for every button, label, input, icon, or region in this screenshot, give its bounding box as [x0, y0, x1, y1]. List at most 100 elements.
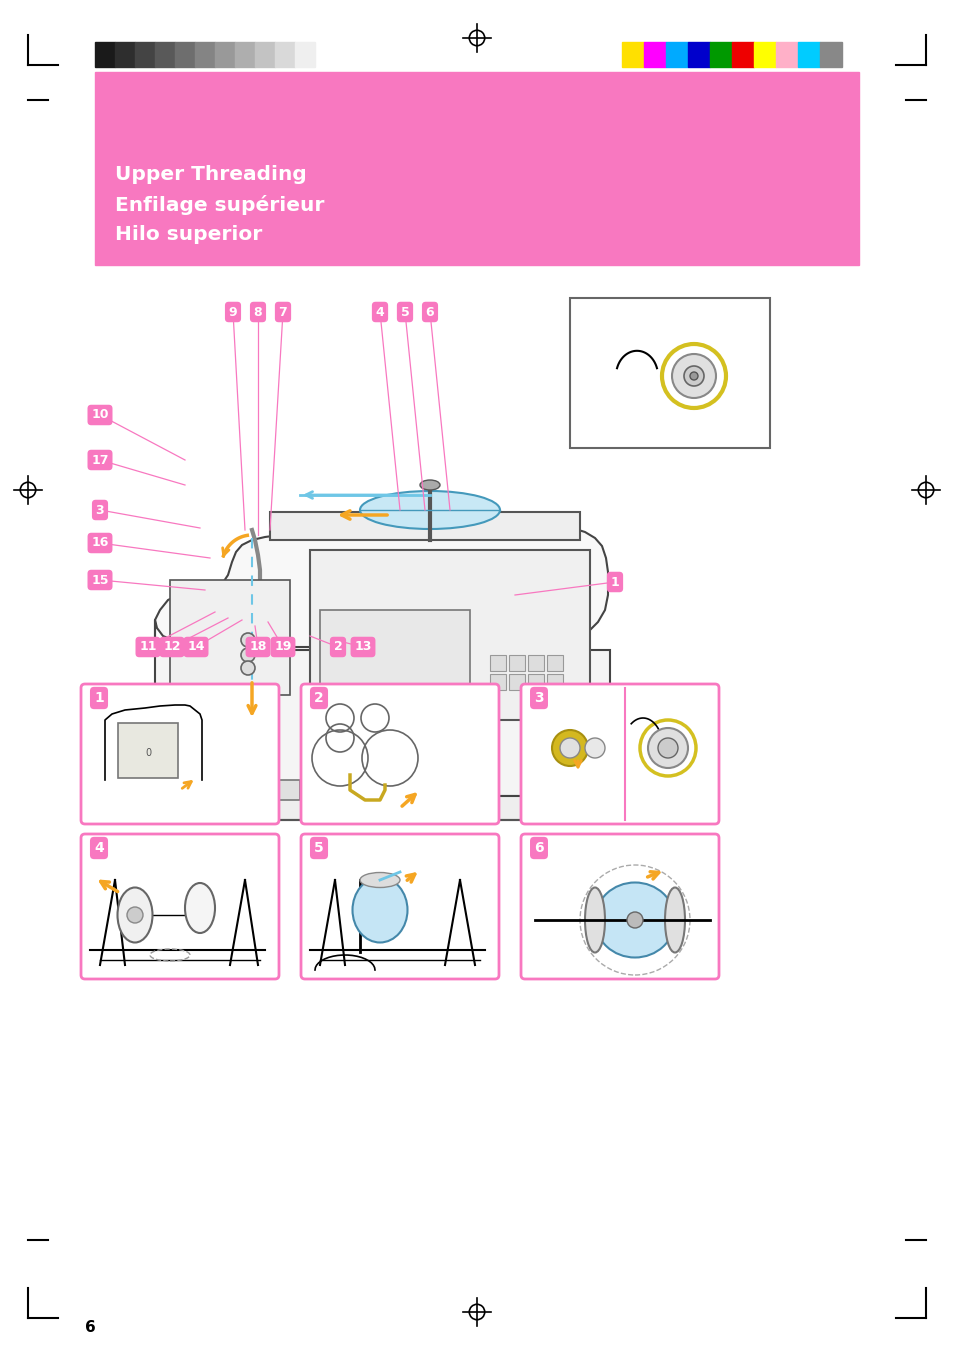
Text: Upper Threading: Upper Threading: [115, 166, 307, 185]
Bar: [527, 674, 543, 690]
Bar: [95, 72, 858, 265]
Ellipse shape: [359, 873, 399, 888]
Bar: [665, 42, 687, 68]
Bar: [274, 42, 294, 68]
FancyBboxPatch shape: [520, 684, 719, 824]
Bar: [621, 42, 643, 68]
Bar: [170, 580, 290, 694]
Bar: [753, 42, 775, 68]
Text: 3: 3: [95, 504, 104, 516]
Text: 10: 10: [91, 408, 109, 422]
Text: 18: 18: [249, 640, 267, 654]
Ellipse shape: [185, 884, 214, 934]
Bar: [643, 42, 665, 68]
Bar: [220, 780, 299, 800]
Text: 3: 3: [534, 690, 543, 705]
Bar: [797, 42, 820, 68]
Text: 16: 16: [91, 536, 109, 550]
Bar: [194, 42, 214, 68]
Text: 14: 14: [187, 640, 205, 654]
Text: 6: 6: [85, 1320, 95, 1336]
Text: 13: 13: [354, 640, 372, 654]
Circle shape: [683, 366, 703, 386]
Bar: [687, 42, 709, 68]
Bar: [490, 674, 505, 690]
FancyBboxPatch shape: [301, 684, 498, 824]
Text: Enfilage supérieur: Enfilage supérieur: [115, 195, 324, 215]
Bar: [569, 299, 769, 449]
Text: 4: 4: [375, 305, 384, 319]
FancyBboxPatch shape: [520, 834, 719, 979]
Bar: [115, 42, 135, 68]
Circle shape: [626, 912, 642, 928]
Ellipse shape: [419, 480, 439, 490]
Bar: [509, 655, 524, 671]
Polygon shape: [154, 521, 607, 650]
Text: 1: 1: [610, 576, 618, 589]
Bar: [294, 42, 314, 68]
Text: 5: 5: [314, 842, 323, 855]
Polygon shape: [154, 650, 609, 796]
Ellipse shape: [374, 723, 395, 738]
Bar: [319, 611, 470, 700]
Ellipse shape: [117, 888, 152, 943]
Bar: [546, 674, 562, 690]
Text: 8: 8: [253, 305, 262, 319]
Bar: [709, 42, 731, 68]
Ellipse shape: [352, 878, 407, 943]
Text: 1: 1: [94, 690, 104, 705]
Bar: [135, 42, 154, 68]
Text: Hilo superior: Hilo superior: [115, 226, 262, 245]
Bar: [214, 42, 234, 68]
Ellipse shape: [344, 723, 366, 738]
Text: 6: 6: [534, 842, 543, 855]
Bar: [95, 42, 115, 68]
Bar: [310, 550, 589, 720]
Ellipse shape: [403, 723, 426, 738]
Bar: [490, 655, 505, 671]
Bar: [254, 42, 274, 68]
FancyBboxPatch shape: [81, 684, 278, 824]
Bar: [509, 674, 524, 690]
Circle shape: [584, 738, 604, 758]
Text: 7: 7: [278, 305, 287, 319]
Text: 4: 4: [94, 842, 104, 855]
Bar: [270, 512, 579, 540]
Bar: [234, 42, 254, 68]
FancyBboxPatch shape: [81, 834, 278, 979]
Text: 5: 5: [400, 305, 409, 319]
Circle shape: [689, 372, 698, 380]
Bar: [174, 42, 194, 68]
Text: 2: 2: [334, 640, 342, 654]
FancyBboxPatch shape: [301, 834, 498, 979]
Text: 0: 0: [145, 748, 151, 758]
Circle shape: [552, 730, 587, 766]
Circle shape: [559, 738, 579, 758]
Circle shape: [647, 728, 687, 767]
Bar: [527, 655, 543, 671]
Text: 17: 17: [91, 454, 109, 466]
Circle shape: [127, 907, 143, 923]
Circle shape: [241, 661, 254, 676]
Text: 19: 19: [274, 640, 292, 654]
Circle shape: [671, 354, 716, 399]
Polygon shape: [154, 796, 615, 820]
Text: 11: 11: [139, 640, 156, 654]
Text: 15: 15: [91, 574, 109, 586]
Circle shape: [658, 738, 678, 758]
Circle shape: [241, 634, 254, 647]
Ellipse shape: [595, 882, 675, 958]
Ellipse shape: [664, 888, 684, 952]
Circle shape: [241, 648, 254, 662]
Bar: [731, 42, 753, 68]
Ellipse shape: [584, 888, 604, 952]
Bar: [546, 655, 562, 671]
Text: 6: 6: [425, 305, 434, 319]
Bar: [154, 42, 174, 68]
Bar: [118, 723, 178, 778]
Text: 12: 12: [163, 640, 180, 654]
Text: 2: 2: [314, 690, 323, 705]
Bar: [775, 42, 797, 68]
Text: 9: 9: [229, 305, 237, 319]
Bar: [820, 42, 841, 68]
